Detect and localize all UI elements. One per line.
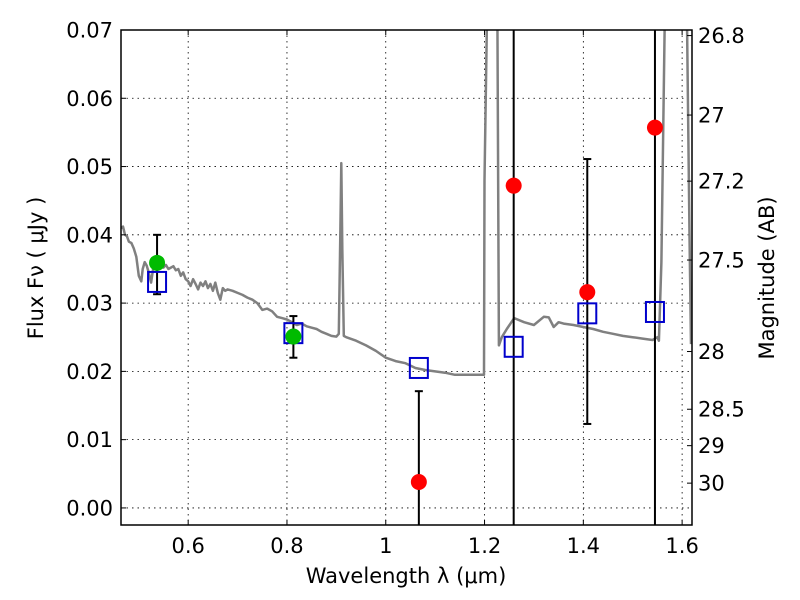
y-tick-label: 0.05 bbox=[66, 155, 113, 179]
detection-marker bbox=[285, 328, 302, 345]
x-axis: 0.6 0.8 1 1.2 1.4 1.6 bbox=[171, 30, 699, 558]
y-tick-label: 0.00 bbox=[66, 496, 113, 520]
plot-frame bbox=[120, 29, 693, 526]
spectrum-series bbox=[121, 30, 692, 377]
y2-tick-label: 28 bbox=[698, 340, 725, 364]
y2-tick-label: 26.8 bbox=[698, 24, 745, 48]
y2-tick-label: 27.5 bbox=[698, 249, 745, 273]
y-tick-label: 0.04 bbox=[66, 223, 113, 247]
y-tick-label: 0.07 bbox=[66, 19, 113, 43]
y2-tick-label: 28.5 bbox=[698, 398, 745, 422]
model-photometry-markers bbox=[147, 270, 665, 379]
y-axis: 0.00 0.01 0.02 0.03 0.04 0.05 0.06 0.07 bbox=[66, 19, 126, 520]
nondetection-marker bbox=[646, 119, 663, 136]
x-tick-label: 1.6 bbox=[665, 534, 698, 558]
model-photometry-square bbox=[644, 300, 665, 323]
x-tick-label: 0.6 bbox=[171, 534, 204, 558]
nondetection-marker bbox=[579, 284, 596, 301]
y2-tick-label: 30 bbox=[698, 472, 725, 496]
model-photometry-square bbox=[577, 302, 598, 325]
x-axis-label: Wavelength λ (μm) bbox=[306, 564, 507, 588]
x-tick-label: 0.8 bbox=[270, 534, 303, 558]
nondetection-marker bbox=[505, 177, 522, 194]
model-photometry-square bbox=[503, 335, 524, 358]
y-tick-label: 0.02 bbox=[66, 360, 113, 384]
y2-tick-label: 29 bbox=[698, 434, 725, 458]
x-tick-label: 1.4 bbox=[567, 534, 600, 558]
y-axis-label: Flux Fν ( μJy ) bbox=[24, 197, 48, 340]
y2-axis: 26.8 27 27.2 27.5 28 28.5 29 30 bbox=[687, 24, 745, 496]
x-tick-label: 1 bbox=[379, 534, 392, 558]
y-tick-label: 0.06 bbox=[66, 87, 113, 111]
detection-marker bbox=[149, 254, 166, 271]
nondetection-marker bbox=[410, 473, 427, 490]
model-photometry-square bbox=[147, 270, 168, 293]
measured-markers bbox=[149, 119, 663, 490]
spectrum-line bbox=[121, 30, 692, 377]
y2-axis-label: Magnitude (AB) bbox=[755, 196, 779, 359]
y2-tick-label: 27.2 bbox=[698, 170, 745, 194]
y2-tick-label: 27 bbox=[698, 104, 725, 128]
y-tick-label: 0.03 bbox=[66, 292, 113, 316]
y-tick-label: 0.01 bbox=[66, 428, 113, 452]
x-tick-label: 1.2 bbox=[468, 534, 501, 558]
model-photometry-square bbox=[408, 356, 429, 379]
